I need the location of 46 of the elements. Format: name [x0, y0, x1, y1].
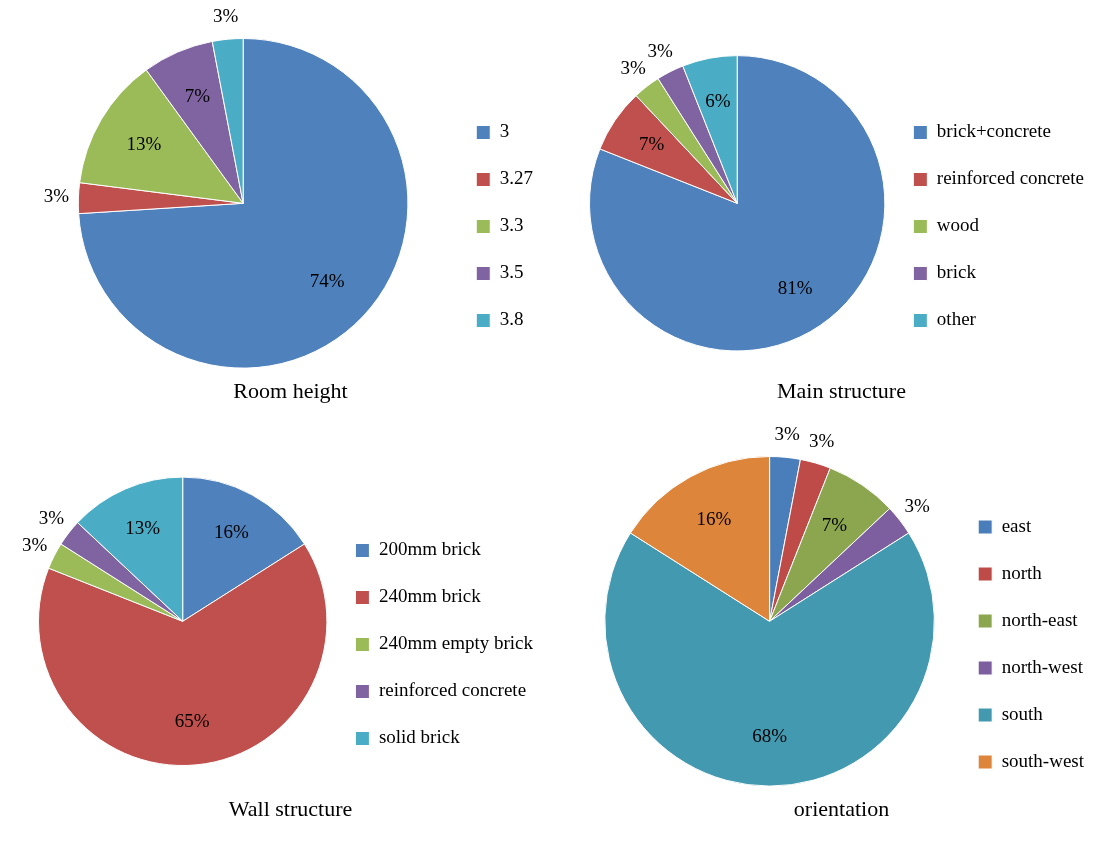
data-label: 3% — [38, 507, 65, 529]
data-label: 74% — [309, 270, 345, 292]
legend-label: 200mm brick — [378, 538, 482, 560]
data-label: 65% — [174, 709, 210, 731]
legend-label: 3.3 — [499, 214, 524, 236]
data-label: 68% — [752, 724, 788, 746]
text: Main structure — [777, 377, 906, 403]
legend-label: 3 — [499, 120, 510, 142]
legend-label: north-east — [1001, 608, 1079, 630]
data-label: 3% — [904, 494, 931, 516]
legend-label: 3.8 — [499, 308, 524, 330]
data-label: 16% — [696, 508, 732, 530]
legend-label: brick — [936, 261, 977, 283]
text: orientation — [793, 795, 890, 821]
legend-label: other — [936, 308, 977, 330]
data-label: 7% — [821, 513, 848, 535]
legend-label: 3.27 — [499, 167, 533, 189]
data-label: 81% — [777, 276, 813, 298]
data-label: 7% — [639, 133, 665, 155]
data-label: 3% — [620, 57, 647, 79]
data-label: 3% — [212, 5, 239, 27]
data-label: 3% — [43, 185, 70, 207]
data-label: 13% — [125, 516, 161, 538]
legend-label: south-west — [1001, 749, 1085, 771]
data-label: 7% — [184, 85, 211, 107]
legend-label: 240mm brick — [378, 585, 482, 607]
legend-label: south — [1001, 702, 1044, 724]
data-label: 3% — [809, 429, 835, 451]
data-label: 3% — [647, 40, 673, 62]
legend-label: reinforced concrete — [378, 679, 527, 701]
legend-label: brick+concrete — [936, 120, 1051, 142]
legend-label: reinforced concrete — [936, 167, 1085, 189]
text: Room height — [233, 377, 348, 403]
legend-label: 3.5 — [499, 261, 524, 283]
data-label: 3% — [774, 423, 800, 445]
data-label: 13% — [126, 132, 162, 154]
legend-label: 240mm empty brick — [378, 632, 534, 654]
legend-label: wood — [936, 214, 980, 236]
legend-label: solid brick — [378, 726, 461, 748]
data-label: 16% — [213, 520, 249, 542]
text: Wall structure — [228, 795, 353, 821]
data-label: 6% — [705, 89, 731, 111]
legend-label: east — [1001, 514, 1032, 536]
legend-label: north — [1001, 561, 1043, 583]
legend-label: north-west — [1001, 655, 1084, 677]
data-label: 3% — [21, 533, 48, 555]
